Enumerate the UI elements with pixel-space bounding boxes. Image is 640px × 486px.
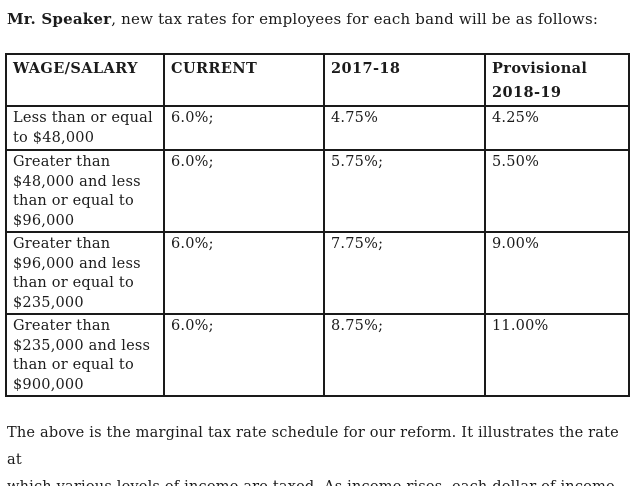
rate-2018-19-cell: 4.25% xyxy=(484,105,630,151)
rate-2018-19-cell: 5.50% xyxy=(484,149,630,233)
wage-band-cell: Greater than $48,000 and less than or eq… xyxy=(5,149,165,233)
intro-paragraph: Mr. Speaker, new tax rates for employees… xyxy=(0,0,640,29)
tax-rates-table: WAGE/SALARY CURRENT 2017-18 Provisional … xyxy=(5,53,630,397)
table-row: Greater than $235,000 and less than or e… xyxy=(5,313,630,397)
header-current: CURRENT xyxy=(163,53,325,107)
current-rate-cell: 6.0%; xyxy=(163,313,325,397)
table-row: Less than or equal to $48,000 6.0%; 4.75… xyxy=(5,105,630,151)
rate-2018-19-cell: 9.00% xyxy=(484,231,630,315)
wage-band-cell: Greater than $235,000 and less than or e… xyxy=(5,313,165,397)
header-provisional-2018-19: Provisional 2018-19 xyxy=(484,53,630,107)
rate-2018-19-cell: 11.00% xyxy=(484,313,630,397)
current-rate-cell: 6.0%; xyxy=(163,231,325,315)
rate-2017-18-cell: 4.75% xyxy=(323,105,486,151)
table-header-row: WAGE/SALARY CURRENT 2017-18 Provisional … xyxy=(5,53,630,107)
header-wage-salary: WAGE/SALARY xyxy=(5,53,165,107)
current-rate-cell: 6.0%; xyxy=(163,149,325,233)
header-2017-18: 2017-18 xyxy=(323,53,486,107)
rate-2017-18-cell: 7.75%; xyxy=(323,231,486,315)
rate-2017-18-cell: 5.75%; xyxy=(323,149,486,233)
wage-band-cell: Less than or equal to $48,000 xyxy=(5,105,165,151)
footer-paragraph: The above is the marginal tax rate sched… xyxy=(7,425,619,486)
table-row: Greater than $48,000 and less than or eq… xyxy=(5,149,630,233)
intro-text: , new tax rates for employees for each b… xyxy=(111,10,599,28)
table-row: Greater than $96,000 and less than or eq… xyxy=(5,231,630,315)
rate-2017-18-cell: 8.75%; xyxy=(323,313,486,397)
speaker-label: Mr. Speaker xyxy=(7,10,112,28)
current-rate-cell: 6.0%; xyxy=(163,105,325,151)
wage-band-cell: Greater than $96,000 and less than or eq… xyxy=(5,231,165,315)
